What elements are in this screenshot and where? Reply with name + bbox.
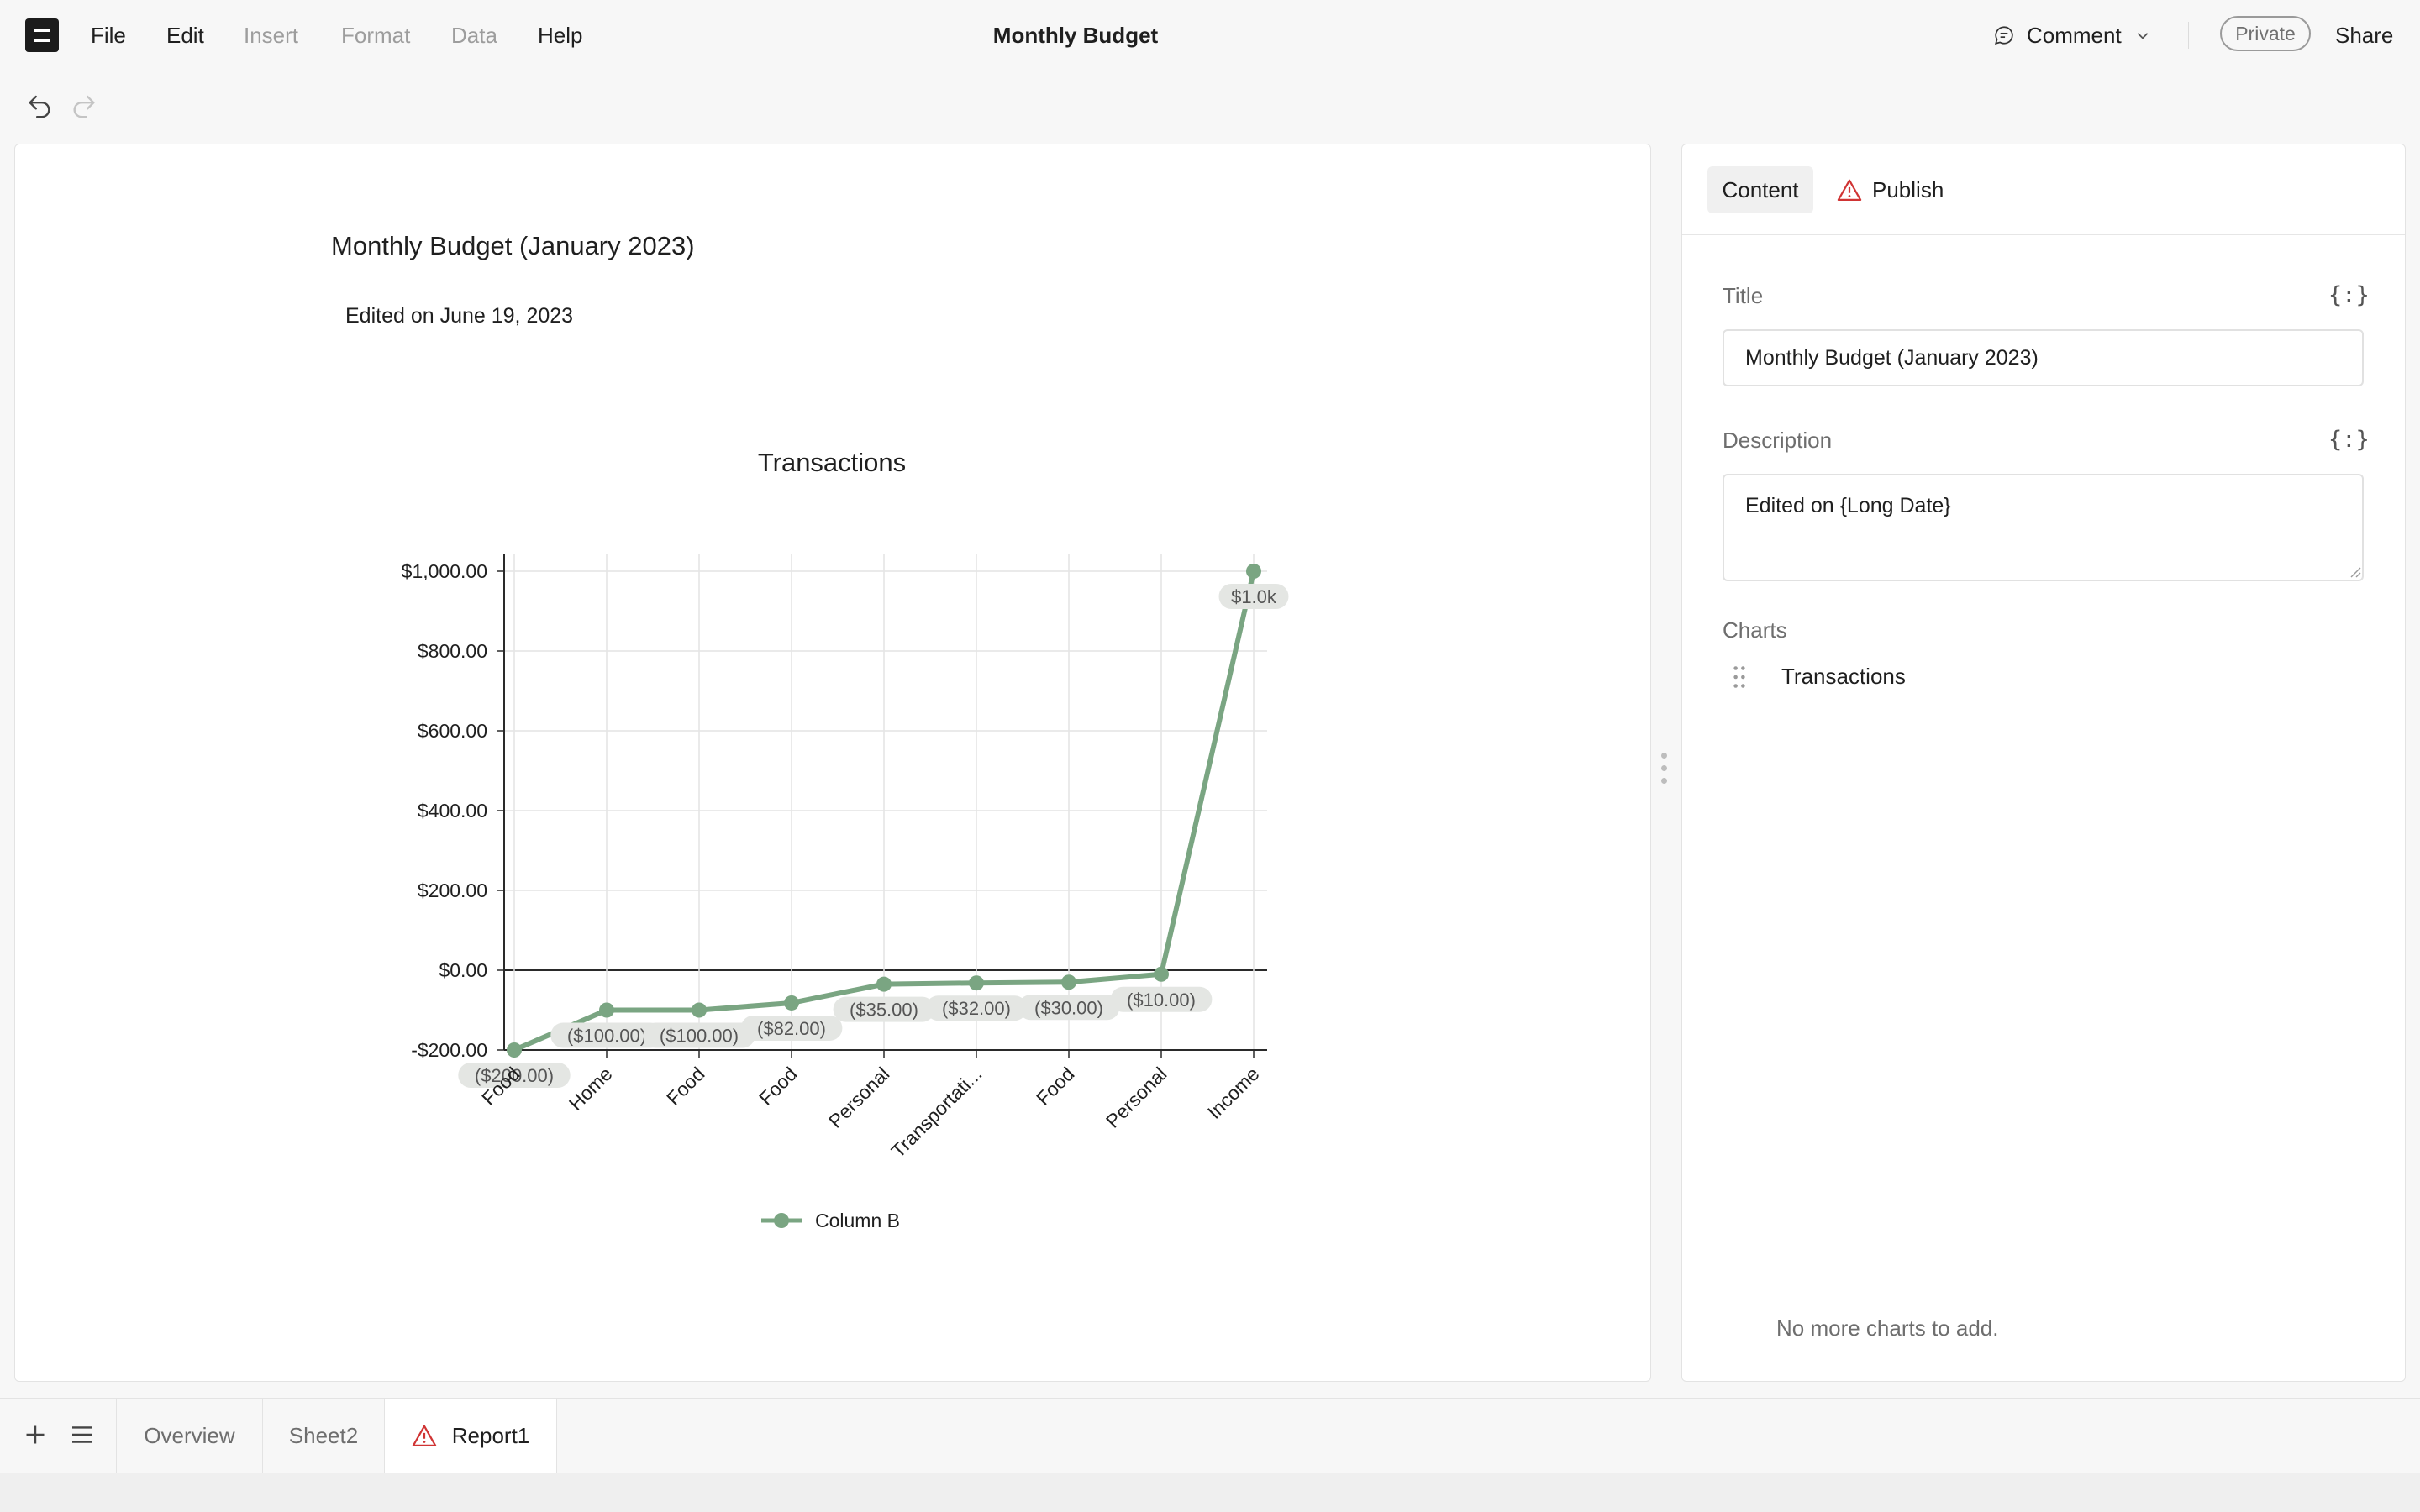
document-title: Monthly Budget	[992, 23, 1159, 48]
data-point	[1061, 974, 1076, 990]
x-tick-label: Personal	[824, 1063, 894, 1132]
data-point	[784, 995, 799, 1011]
data-point	[969, 975, 984, 991]
privacy-badge-button[interactable]: Private	[2220, 16, 2311, 51]
menu-edit[interactable]: Edit	[166, 23, 204, 48]
menubar	[0, 0, 2420, 71]
x-tick-label: Income	[1203, 1063, 1264, 1123]
data-label: $1.0k	[1231, 586, 1277, 607]
menu-insert[interactable]: Insert	[244, 23, 299, 48]
insert-variable-icon[interactable]: {:}	[2328, 427, 2370, 453]
data-point	[692, 1002, 707, 1018]
data-point	[1154, 966, 1169, 982]
data-label-bg	[1018, 995, 1120, 1021]
report-description[interactable]: Edited on June 19, 2023	[345, 304, 574, 328]
data-label: ($82.00)	[757, 1018, 826, 1039]
tab-content-label: Content	[1722, 176, 1799, 202]
y-tick-label: $600.00	[418, 720, 487, 742]
comment-label: Comment	[2027, 22, 2122, 48]
tab-publish[interactable]: Publish	[1837, 166, 1944, 213]
legend-swatch-marker	[774, 1213, 789, 1228]
data-label: ($100.00)	[567, 1026, 646, 1047]
charts-section-label: Charts	[1723, 617, 1787, 643]
panel-resize-handle[interactable]	[1660, 753, 1669, 791]
data-point	[507, 1042, 522, 1058]
warning-triangle-icon	[1837, 179, 1862, 201]
data-point	[599, 1002, 614, 1018]
sheet-tab-report1[interactable]: Report1	[384, 1399, 557, 1473]
undo-icon[interactable]	[25, 91, 54, 119]
drag-handle-icon[interactable]	[1731, 665, 1748, 689]
title-input[interactable]: Monthly Budget (January 2023)	[1723, 329, 2364, 386]
data-point	[1246, 564, 1261, 579]
panel-tab-divider	[1682, 234, 2405, 235]
y-tick-label: $1,000.00	[402, 560, 487, 582]
x-tick-label: Personal	[1102, 1063, 1171, 1132]
data-point	[876, 976, 892, 992]
x-tick-label: Home	[565, 1063, 617, 1115]
data-label: ($35.00)	[850, 1000, 918, 1021]
description-field-label: Description	[1723, 428, 1833, 453]
no-more-charts-text: No more charts to add.	[1776, 1315, 1999, 1341]
y-tick-label: $0.00	[439, 959, 487, 981]
chevron-down-icon	[2137, 33, 2148, 39]
menu-data[interactable]: Data	[451, 23, 497, 48]
app-logo-icon[interactable]	[25, 18, 59, 52]
menu-file[interactable]: File	[91, 23, 126, 48]
y-tick-label: -$200.00	[411, 1039, 487, 1061]
report-canvas	[14, 144, 1651, 1382]
data-label: ($10.00)	[1127, 990, 1196, 1011]
chart-title: Transactions	[758, 448, 906, 477]
tab-publish-label: Publish	[1872, 176, 1944, 202]
x-tick-label: Food	[755, 1063, 801, 1109]
x-tick-label: Food	[1032, 1063, 1078, 1109]
y-tick-label: $400.00	[418, 800, 487, 822]
chart-list-item[interactable]: Transactions	[1731, 664, 1906, 690]
plus-icon[interactable]	[24, 1423, 47, 1446]
data-label: ($30.00)	[1034, 997, 1103, 1018]
sheet-tab-label: Overview	[144, 1422, 235, 1448]
data-label-bg	[1110, 986, 1213, 1012]
data-label: ($100.00)	[660, 1026, 739, 1047]
comment-bubble-icon	[1995, 26, 2013, 45]
description-textarea[interactable]: Edited on {Long Date}	[1723, 474, 2364, 581]
data-label-bg	[833, 996, 935, 1022]
redo-icon[interactable]	[70, 91, 98, 119]
data-label-bg	[458, 1063, 571, 1088]
menubar-separator	[2188, 22, 2189, 49]
data-label: ($200.00)	[475, 1065, 554, 1086]
sheet-tab-overview[interactable]: Overview	[116, 1399, 262, 1473]
title-field-label: Title	[1723, 283, 1764, 308]
textarea-resize-icon[interactable]	[2348, 564, 2361, 578]
y-tick-label: $800.00	[418, 640, 487, 662]
share-button[interactable]: Share	[2335, 23, 2394, 48]
warning-triangle-icon	[412, 1425, 436, 1446]
data-label-bg	[740, 1015, 843, 1041]
menu-format[interactable]: Format	[341, 23, 411, 48]
x-tick-label: Food	[662, 1063, 708, 1109]
hamburger-menu-icon[interactable]	[71, 1425, 94, 1445]
status-footer	[0, 1473, 2420, 1512]
comment-button[interactable]: Comment	[1993, 18, 2150, 52]
insert-variable-icon[interactable]: {:}	[2328, 282, 2370, 308]
data-label: ($32.00)	[942, 998, 1011, 1019]
report-title[interactable]: Monthly Budget (January 2023)	[331, 231, 695, 260]
y-tick-label: $200.00	[418, 879, 487, 901]
chart-list-item-label: Transactions	[1781, 664, 1906, 689]
sheet-tab-label: Report1	[451, 1422, 530, 1448]
data-label-bg	[550, 1022, 663, 1048]
sheet-tab-label: Sheet2	[288, 1422, 359, 1448]
legend-label: Column B	[815, 1210, 900, 1231]
sheet-tab-sheet2[interactable]: Sheet2	[262, 1399, 384, 1473]
data-label-bg	[925, 995, 1028, 1021]
data-label-bg	[1218, 584, 1289, 609]
menu-help[interactable]: Help	[538, 23, 583, 48]
transactions-chart[interactable]: Transactions -$200.00 $0.00 $200.00 $400.00 $…	[336, 437, 1311, 1243]
x-tick-label: Transportati...	[886, 1063, 986, 1162]
data-label-bg	[643, 1022, 755, 1048]
tab-content[interactable]: Content	[1707, 166, 1813, 213]
